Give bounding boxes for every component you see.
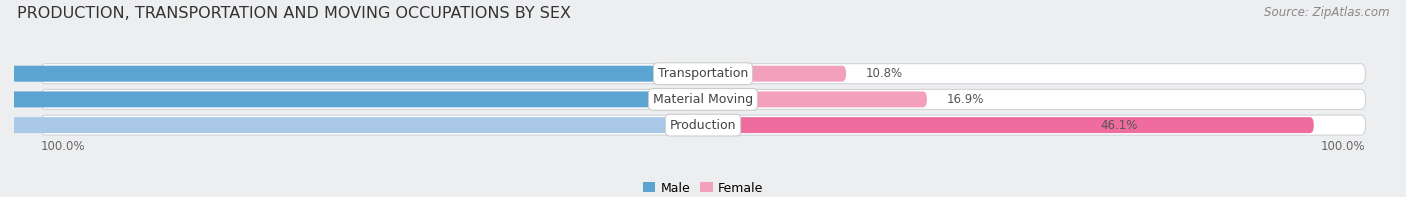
Text: 100.0%: 100.0% xyxy=(1322,140,1365,153)
Text: Source: ZipAtlas.com: Source: ZipAtlas.com xyxy=(1264,6,1389,19)
Text: 46.1%: 46.1% xyxy=(1099,119,1137,132)
FancyBboxPatch shape xyxy=(0,66,703,82)
FancyBboxPatch shape xyxy=(703,117,1313,133)
Text: PRODUCTION, TRANSPORTATION AND MOVING OCCUPATIONS BY SEX: PRODUCTION, TRANSPORTATION AND MOVING OC… xyxy=(17,6,571,21)
FancyBboxPatch shape xyxy=(41,115,1365,135)
FancyBboxPatch shape xyxy=(0,117,703,133)
Text: 16.9%: 16.9% xyxy=(946,93,984,106)
FancyBboxPatch shape xyxy=(41,64,1365,84)
FancyBboxPatch shape xyxy=(41,89,1365,109)
Text: 10.8%: 10.8% xyxy=(866,67,903,80)
FancyBboxPatch shape xyxy=(703,91,927,107)
FancyBboxPatch shape xyxy=(0,91,703,107)
Legend: Male, Female: Male, Female xyxy=(643,181,763,194)
Text: Material Moving: Material Moving xyxy=(652,93,754,106)
FancyBboxPatch shape xyxy=(703,66,846,82)
Text: Production: Production xyxy=(669,119,737,132)
Text: Transportation: Transportation xyxy=(658,67,748,80)
Text: 100.0%: 100.0% xyxy=(41,140,84,153)
